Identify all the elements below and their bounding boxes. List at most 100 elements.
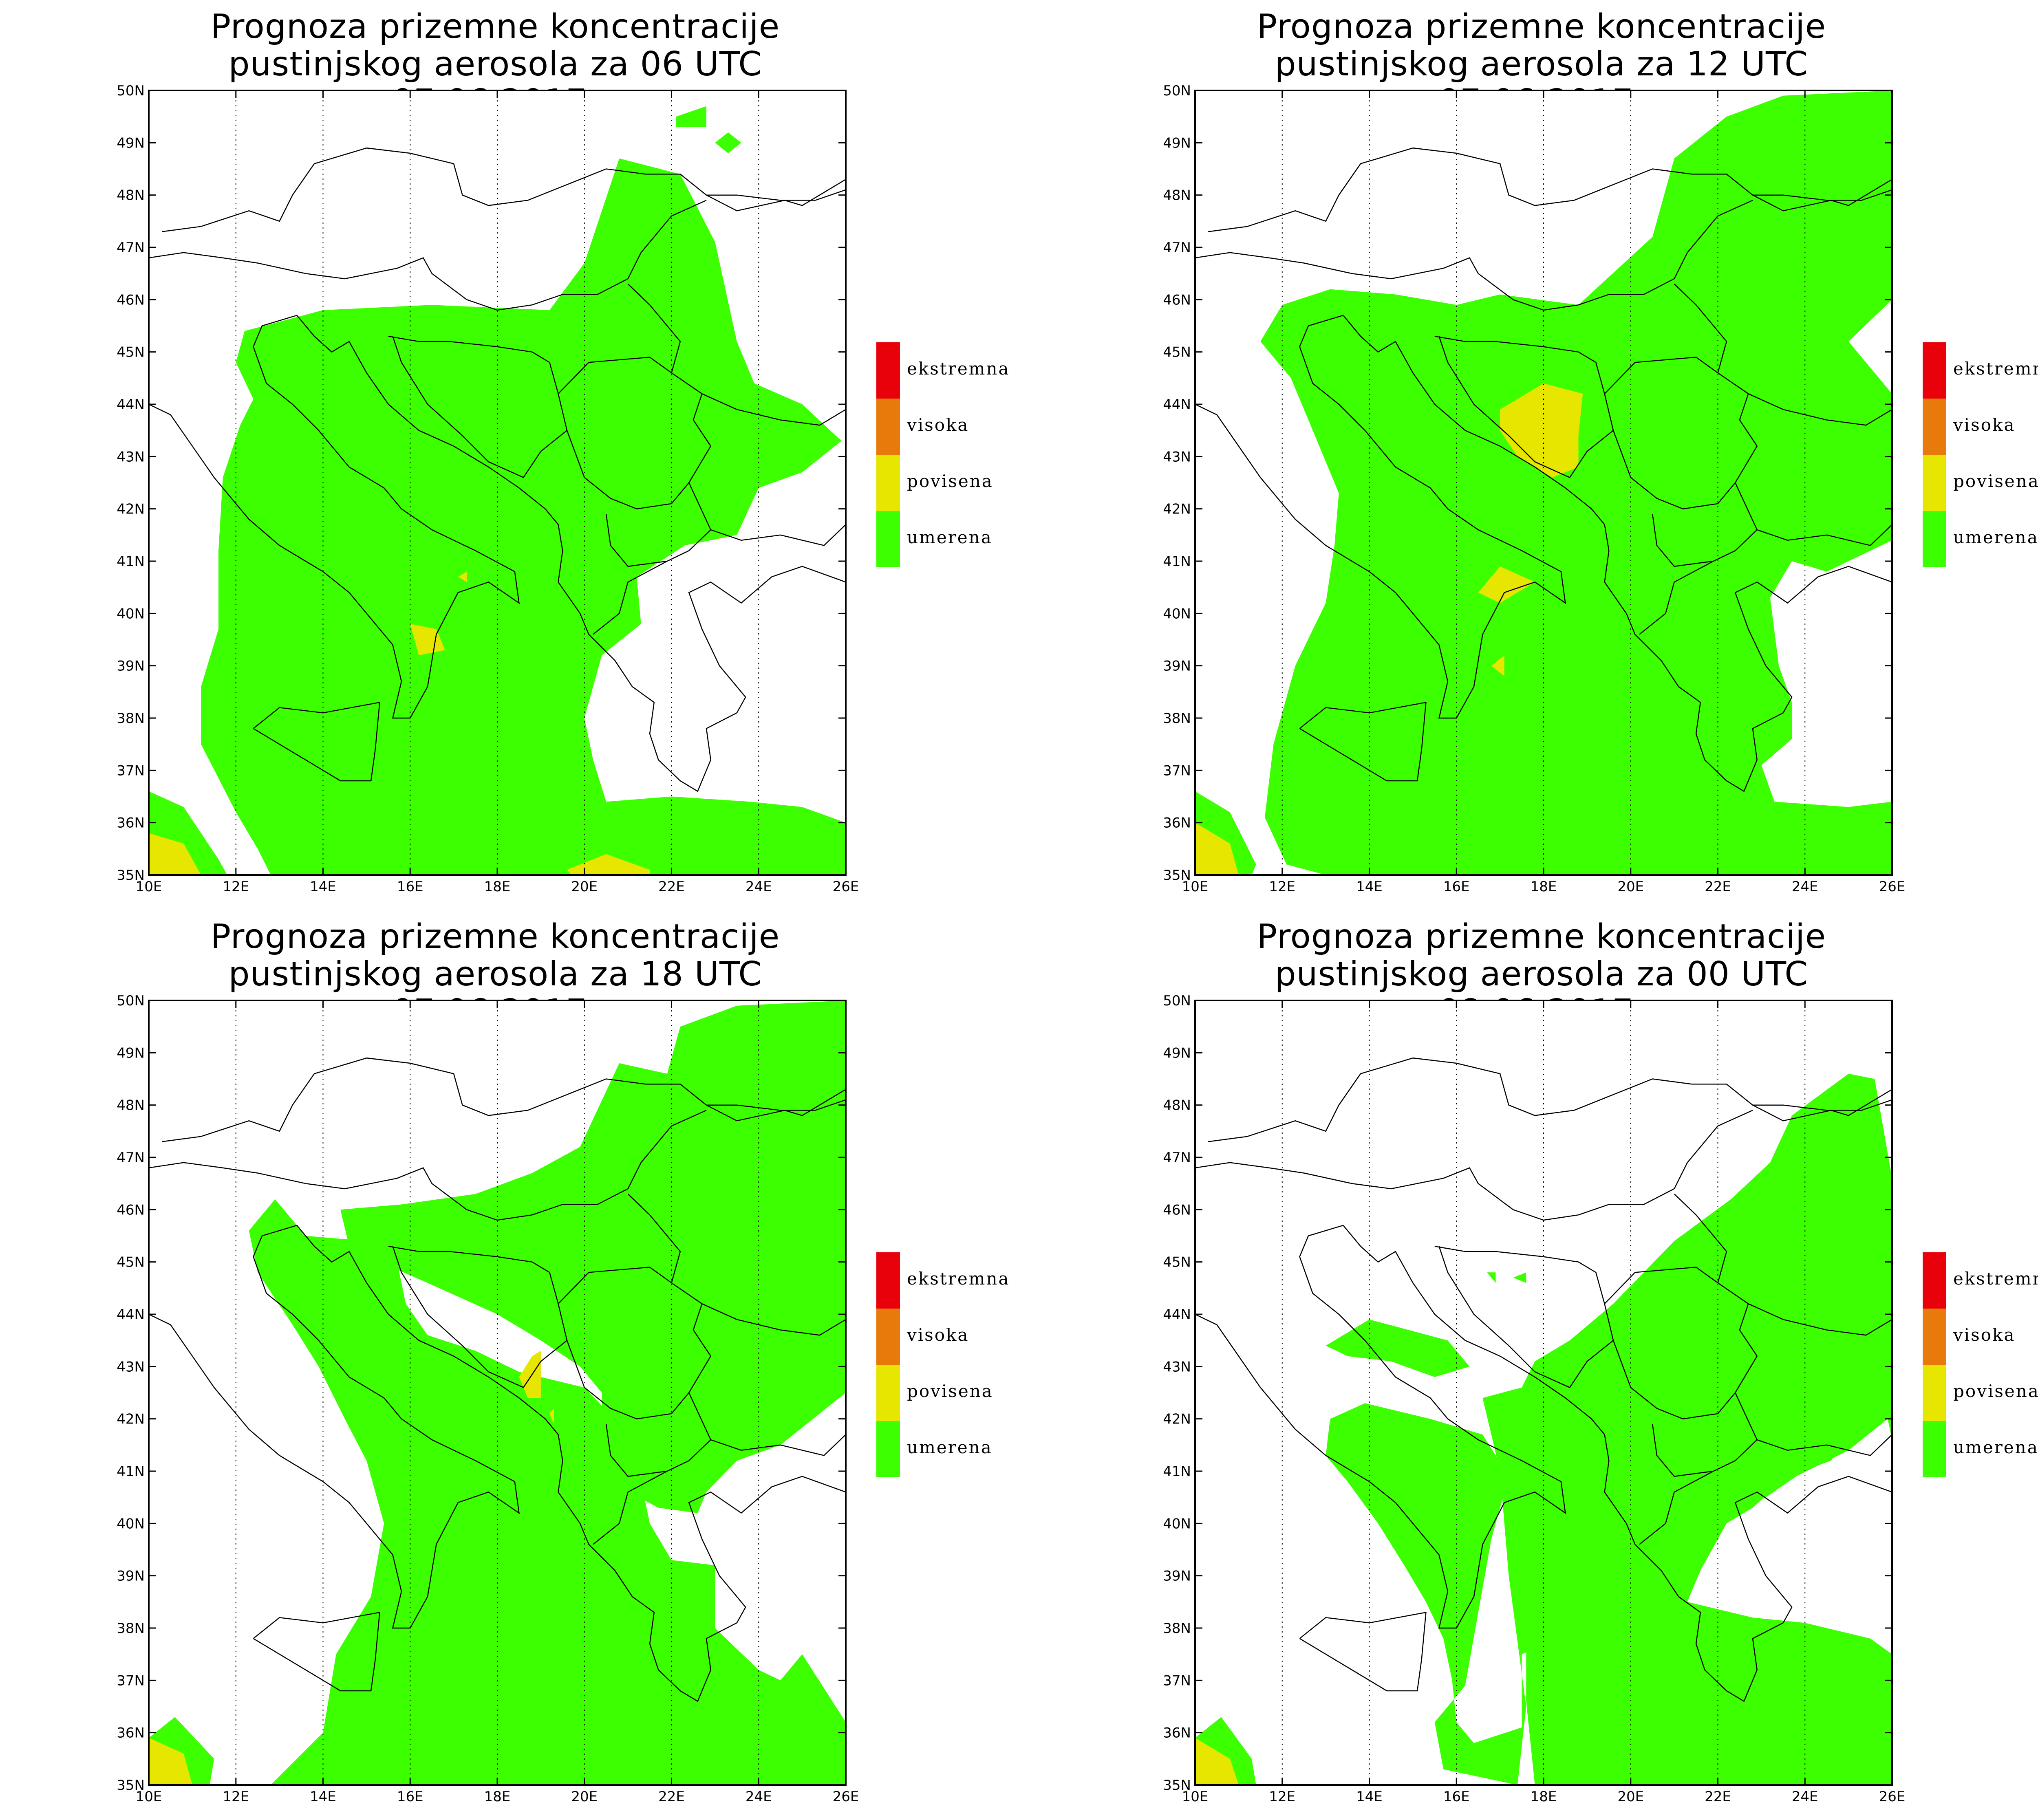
x-tick-label: 22E xyxy=(1705,1789,1731,1805)
border-line xyxy=(1195,1225,1566,1629)
umerena-region xyxy=(1260,90,1892,875)
x-tick-label: 16E xyxy=(1443,1789,1470,1805)
legend-swatch xyxy=(876,1421,900,1477)
x-tick-label: 24E xyxy=(1792,1789,1818,1805)
border-line xyxy=(305,200,707,311)
forecast-map: 10E 12E 14E 16E 18E 20E 22E 24E 26E 35N 36N 37N 38N 3… xyxy=(117,83,859,895)
border-line xyxy=(148,1162,306,1184)
border-line xyxy=(148,252,306,274)
border-line xyxy=(710,1434,846,1456)
umerena-region xyxy=(1326,1319,1470,1377)
border-line xyxy=(701,393,846,426)
x-tick-label: 18E xyxy=(484,1789,511,1805)
x-tick-label: 26E xyxy=(1879,1789,1906,1805)
coastlines-borders xyxy=(1195,147,1892,792)
border-line xyxy=(1757,1434,1892,1456)
y-tick-label: 43N xyxy=(117,449,145,465)
y-tick-label: 37N xyxy=(1163,762,1191,779)
y-tick-label: 50N xyxy=(1163,83,1191,99)
title-line-1: Prognoza prizemne koncentracije xyxy=(1257,7,1826,46)
border-line xyxy=(1752,179,1892,212)
dust-regions xyxy=(149,106,846,875)
legend-label: povisena xyxy=(1953,1381,2038,1401)
x-tick-label: 18E xyxy=(1531,1789,1557,1805)
legend-label: ekstremna xyxy=(907,359,1010,379)
legend-label: povisena xyxy=(1953,471,2038,491)
legend-swatch xyxy=(1923,342,1946,399)
umerena-region xyxy=(201,158,846,875)
x-tick-label: 24E xyxy=(1792,879,1818,895)
x-tick-label: 14E xyxy=(1356,1789,1383,1805)
y-tick-label: 45N xyxy=(1163,1254,1191,1271)
umerena-region xyxy=(676,106,706,127)
y-tick-label: 49N xyxy=(1163,135,1191,151)
y-tick-label: 48N xyxy=(1163,187,1191,204)
y-tick-label: 35N xyxy=(1163,1777,1191,1794)
legend-swatch xyxy=(876,399,900,455)
map-panel-12utc: Prognoza prizemne koncentracije pustinjs… xyxy=(1046,0,2038,910)
x-tick-label: 22E xyxy=(1705,879,1731,895)
map-panel-06utc: Prognoza prizemne koncentracije pustinjs… xyxy=(0,0,1046,910)
dust-regions xyxy=(1195,90,1892,875)
y-tick-label: 43N xyxy=(1163,1359,1191,1375)
x-tick-label: 16E xyxy=(1443,879,1470,895)
border-line xyxy=(1195,252,1352,274)
border-line xyxy=(1674,283,1727,373)
y-tick-label: 35N xyxy=(117,867,145,884)
border-line xyxy=(253,701,380,782)
y-tick-label: 42N xyxy=(1163,501,1191,518)
y-tick-label: 44N xyxy=(1163,397,1191,413)
x-tick-label: 20E xyxy=(1617,1789,1644,1805)
legend-swatch xyxy=(876,342,900,399)
x-tick-label: 14E xyxy=(310,1789,336,1805)
povisena-region xyxy=(149,833,201,875)
x-tick-label: 10E xyxy=(1182,1789,1209,1805)
y-tick-label: 37N xyxy=(117,762,145,779)
povisena-region xyxy=(410,624,445,655)
povisena-region xyxy=(149,1738,192,1785)
y-tick-label: 40N xyxy=(1163,1516,1191,1532)
legend-swatch xyxy=(876,1309,900,1365)
border-line xyxy=(305,1110,707,1221)
y-tick-label: 49N xyxy=(117,135,145,151)
border-line xyxy=(296,315,846,792)
povisena-region xyxy=(1195,1738,1239,1785)
gridlines xyxy=(1281,90,1806,875)
x-tick-label: 12E xyxy=(223,1789,249,1805)
border-line xyxy=(1604,357,1758,509)
y-tick-label: 42N xyxy=(117,501,145,518)
y-tick-label: 50N xyxy=(1163,993,1191,1009)
title-line-1: Prognoza prizemne koncentracije xyxy=(1257,917,1826,956)
y-tick-label: 39N xyxy=(117,658,145,674)
title-line-1: Prognoza prizemne koncentracije xyxy=(210,7,780,46)
y-tick-label: 45N xyxy=(117,344,145,361)
border-line xyxy=(1752,1089,1892,1122)
y-tick-label: 49N xyxy=(1163,1045,1191,1061)
y-tick-label: 38N xyxy=(117,710,145,727)
umerena-region xyxy=(1513,1272,1526,1283)
y-tick-label: 43N xyxy=(1163,449,1191,465)
border-line xyxy=(1352,200,1753,311)
y-tick-label: 38N xyxy=(1163,710,1191,727)
border-line xyxy=(1343,1225,1892,1702)
border-line xyxy=(1639,560,1714,635)
y-tick-label: 49N xyxy=(117,1045,145,1061)
x-tick-label: 10E xyxy=(136,879,162,895)
x-tick-label: 14E xyxy=(1356,879,1383,895)
map-panel-18utc: Prognoza prizemne koncentracije pustinjs… xyxy=(0,910,1046,1820)
border-line xyxy=(1674,1193,1727,1283)
legend-swatch xyxy=(1923,1365,1946,1421)
legend-label: umerena xyxy=(907,1437,993,1457)
border-line xyxy=(161,147,846,232)
forecast-map: 10E 12E 14E 16E 18E 20E 22E 24E 26E 35N 36N 37N 38N 3… xyxy=(1163,83,1905,895)
y-tick-label: 41N xyxy=(117,553,145,570)
x-tick-label: 20E xyxy=(571,1789,598,1805)
border-line xyxy=(1639,1470,1714,1545)
y-tick-label: 40N xyxy=(117,606,145,622)
border-line xyxy=(1299,701,1427,782)
x-tick-label: 22E xyxy=(658,879,685,895)
y-tick-label: 41N xyxy=(1163,553,1191,570)
panel-title: Prognoza prizemne koncentracije pustinjs… xyxy=(147,8,844,121)
povisena-region xyxy=(549,1408,554,1424)
x-tick-label: 12E xyxy=(223,879,249,895)
